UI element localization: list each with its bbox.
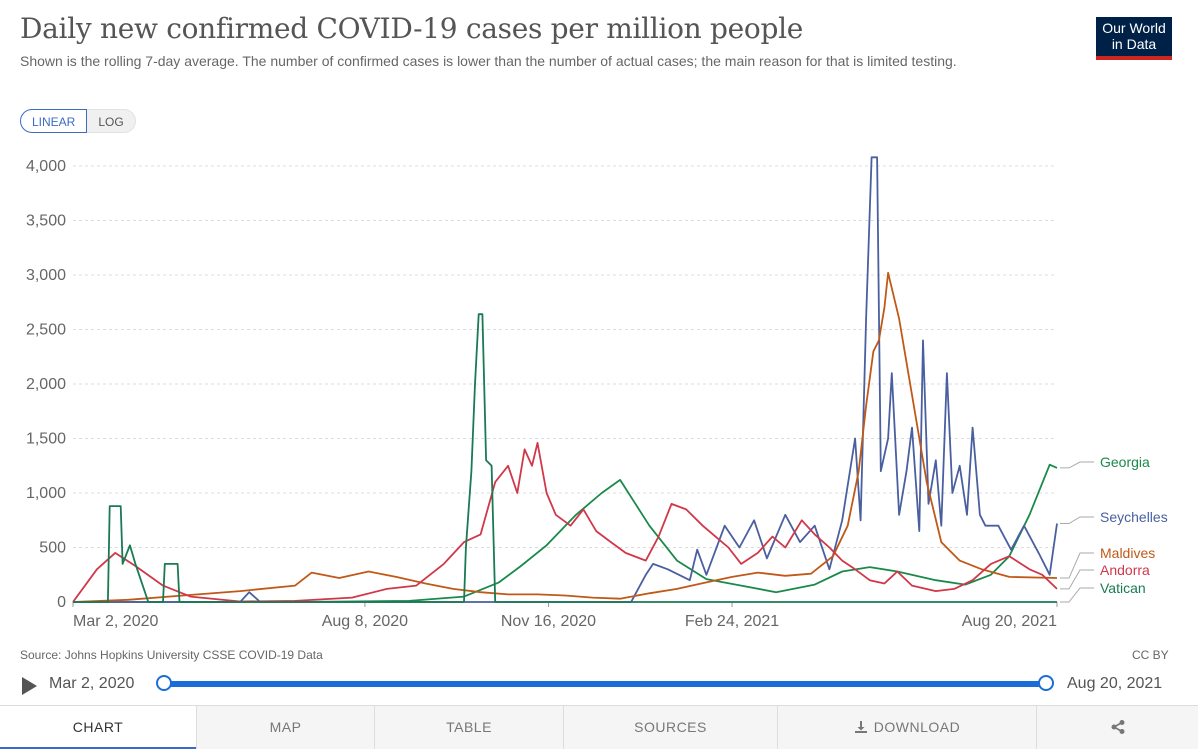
tab-sources[interactable]: SOURCES [563,706,777,749]
tab-download[interactable]: DOWNLOAD [777,706,1036,749]
x-tick-label: Mar 2, 2020 [73,613,158,630]
license-label[interactable]: CC BY [1132,648,1169,662]
timeline: Mar 2, 2020 Aug 20, 2021 [20,672,1180,700]
timeline-start-label: Mar 2, 2020 [49,675,135,692]
legend-connector [1060,569,1094,590]
chart-subtitle: Shown is the rolling 7-day average. The … [20,53,957,69]
legend-connector [1060,552,1094,579]
legend-label-seychelles: Seychelles [1100,509,1168,525]
x-axis: Mar 2, 2020 Aug 8, 2020 Nov 16, 2020 Feb 24… [72,601,1058,630]
download-icon [854,721,867,733]
x-tick-label: Nov 16, 2020 [501,613,596,630]
legend-connector [1060,461,1094,469]
tab-chart-label: CHART [72,719,124,735]
line-chart: 05001,0001,5002,0002,5003,0003,5004,000 … [26,156,1168,630]
timeline-end-handle[interactable] [1038,675,1054,691]
y-tick-label: 500 [39,540,66,557]
chart-title: Daily new confirmed COVID-19 cases per m… [20,12,804,45]
tab-download-label: DOWNLOAD [873,719,961,735]
legend-connector [1060,587,1094,603]
tab-map-label: MAP [269,719,302,735]
legend-connector [1060,516,1094,525]
chart-grid [73,165,1057,548]
legend-label-georgia: Georgia [1100,454,1150,470]
legend-label-vatican: Vatican [1100,580,1146,596]
source-note[interactable]: Source: Johns Hopkins University CSSE CO… [20,648,323,662]
timeline-track[interactable] [165,681,1047,687]
chart-series [72,156,1058,603]
tab-share[interactable] [1036,706,1198,749]
y-tick-label: 3,500 [26,213,66,230]
legend-label-andorra: Andorra [1100,562,1150,578]
y-tick-label: 4,000 [26,158,66,175]
series-line-seychelles [73,156,1058,603]
y-tick-label: 1,000 [26,485,66,502]
x-tick-label: Aug 20, 2021 [962,613,1057,630]
series-line-georgia [73,463,1058,603]
play-icon[interactable] [22,677,37,695]
timeline-end-label: Aug 20, 2021 [1067,675,1163,692]
x-tick-label: Feb 24, 2021 [685,613,779,630]
x-tick-label: Aug 8, 2020 [322,613,408,630]
timeline-start-handle[interactable] [156,675,172,691]
logo-line-1: Our World [1102,20,1166,36]
series-line-vatican [73,313,1057,603]
y-axis: 0 500 1,000 1,500 2,000 2,500 3,000 3,500 4,000 [26,158,66,611]
tab-table-label: TABLE [446,719,492,735]
y-tick-label: 2,500 [26,322,66,339]
share-icon [1111,720,1124,734]
tab-table[interactable]: TABLE [374,706,563,749]
tab-map[interactable]: MAP [196,706,374,749]
logo-line-2: in Data [1111,36,1157,52]
y-tick-label: 1,500 [26,431,66,448]
y-tick-label: 2,000 [26,376,66,393]
legend-label-maldives: Maldives [1100,545,1155,561]
y-tick-label: 3,000 [26,267,66,284]
y-tick-label: 0 [57,594,66,611]
tab-bar: CHART MAP TABLE SOURCES DOWNLOAD [0,705,1198,749]
owid-logo[interactable]: Our World in Data [1096,17,1172,60]
tab-chart[interactable]: CHART [0,706,196,749]
series-line-maldives [72,271,1058,603]
linear-scale-button[interactable]: LINEAR [20,109,88,133]
log-scale-button[interactable]: LOG [87,109,136,133]
tab-sources-label: SOURCES [634,719,707,735]
scale-toggle: LINEAR LOG [20,109,136,133]
series-line-andorra [72,441,1058,603]
